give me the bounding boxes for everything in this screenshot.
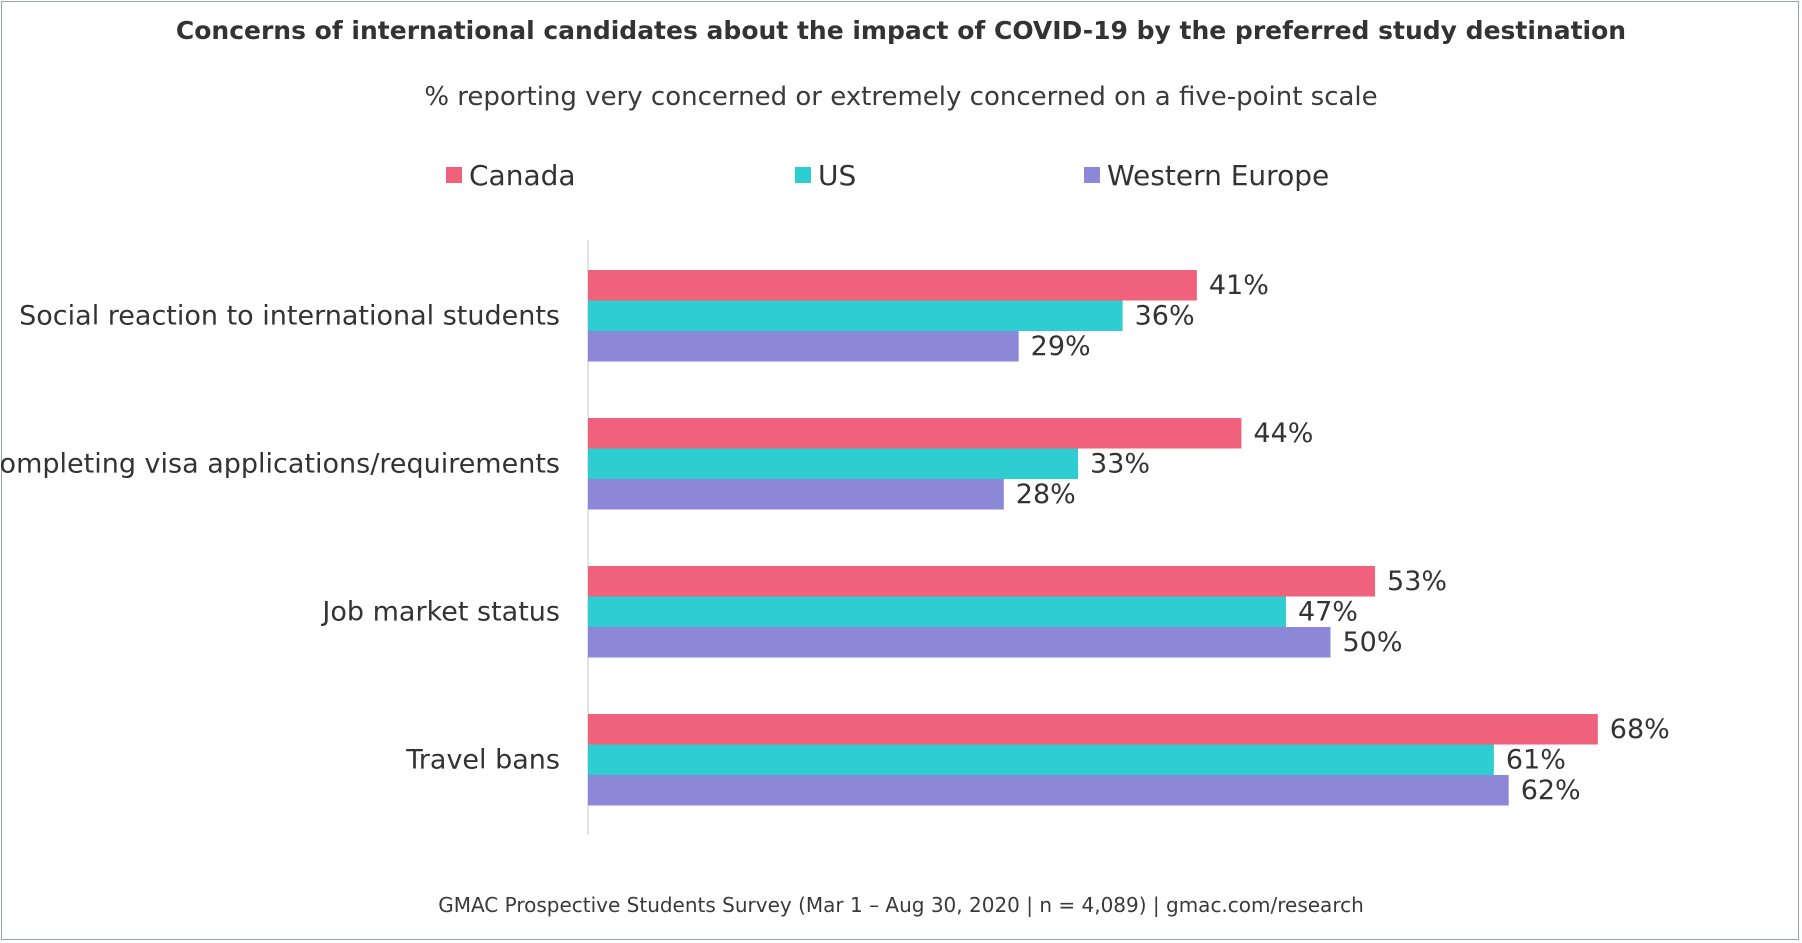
- bar-canada: [588, 418, 1242, 449]
- category-label: Travel bans: [405, 744, 560, 775]
- legend-label-western-europe: Western Europe: [1107, 158, 1330, 192]
- data-label-us: 61%: [1506, 744, 1566, 775]
- data-label-us: 36%: [1135, 300, 1195, 331]
- bar-western-europe: [588, 479, 1004, 510]
- legend-item-us: US: [795, 158, 856, 192]
- bar-western-europe: [588, 775, 1509, 806]
- bar-us: [588, 448, 1079, 479]
- category-label: Completing visa applications/requirement…: [0, 448, 560, 479]
- bar-western-europe: [588, 627, 1331, 658]
- legend-swatch-us: [795, 167, 811, 183]
- legend-swatch-western-europe: [1084, 167, 1100, 183]
- bar-western-europe: [588, 331, 1019, 362]
- bar-us: [588, 300, 1123, 331]
- legend-label-us: US: [818, 158, 857, 192]
- data-label-western-europe: 50%: [1343, 627, 1403, 658]
- bar-canada: [588, 270, 1197, 301]
- data-label-western-europe: 62%: [1521, 775, 1581, 806]
- legend-item-western-europe: Western Europe: [1084, 158, 1329, 192]
- bar-canada: [588, 714, 1598, 745]
- legend-item-canada: Canada: [446, 158, 576, 192]
- data-label-canada: 44%: [1253, 418, 1313, 449]
- data-label-us: 47%: [1298, 596, 1358, 627]
- bar-us: [588, 744, 1494, 775]
- data-label-us: 33%: [1090, 448, 1150, 479]
- legend-label-canada: Canada: [469, 158, 576, 192]
- data-label-canada: 68%: [1610, 714, 1670, 745]
- chart-title: Concerns of international candidates abo…: [175, 16, 1627, 45]
- data-label-canada: 53%: [1387, 566, 1447, 597]
- category-label: Social reaction to international student…: [19, 300, 560, 331]
- legend-swatch-canada: [446, 167, 462, 183]
- data-label-western-europe: 28%: [1016, 479, 1076, 510]
- data-label-canada: 41%: [1209, 270, 1269, 301]
- category-label: Job market status: [320, 596, 560, 627]
- data-label-western-europe: 29%: [1031, 331, 1091, 362]
- bar-us: [588, 596, 1286, 627]
- bar-canada: [588, 566, 1376, 597]
- source-note: GMAC Prospective Students Survey (Mar 1 …: [438, 893, 1364, 917]
- chart-subtitle: % reporting very concerned or extremely …: [424, 82, 1378, 112]
